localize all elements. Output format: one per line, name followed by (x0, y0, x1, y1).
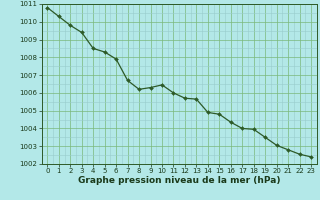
X-axis label: Graphe pression niveau de la mer (hPa): Graphe pression niveau de la mer (hPa) (78, 176, 280, 185)
